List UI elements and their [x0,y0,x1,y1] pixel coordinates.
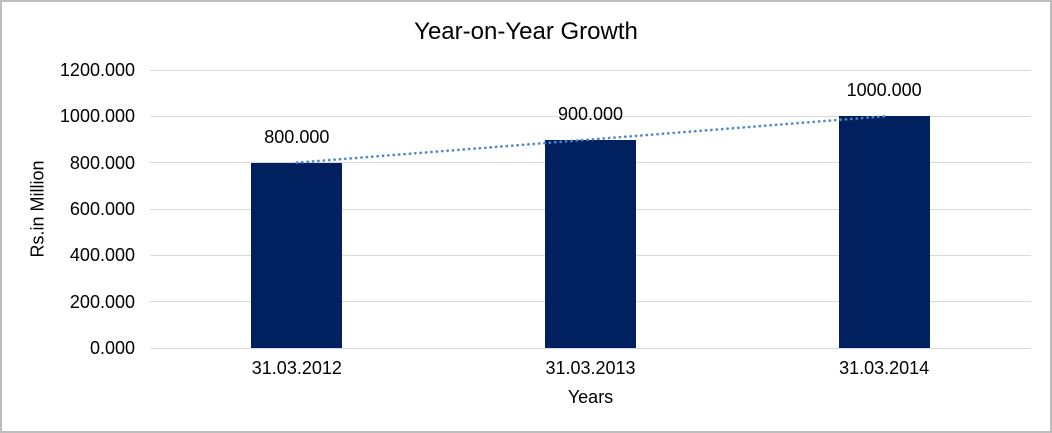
bar-data-label: 900.000 [557,103,624,124]
gridline [150,115,1031,117]
bar-data-label: 800.000 [264,126,330,147]
y-tick-label: 400.000 [69,245,135,266]
gridline [150,347,1031,349]
y-tick-label: 1000.000 [59,106,135,127]
y-tick-label: 800.000 [69,152,135,173]
trendline [295,114,886,165]
x-tick-label: 31.03.2013 [545,358,636,378]
bar [251,162,343,348]
gridline [150,69,1031,71]
chart-title: Year-on-Year Growth [414,18,638,45]
x-tick-label: 31.03.2012 [251,358,342,378]
trendline-svg [295,114,886,165]
y-tick-label: 1200.000 [59,60,135,80]
y-tick-label: 600.000 [69,199,135,219]
bar [545,139,636,348]
y-tick-label: 200.000 [69,291,135,312]
bar-data-label: 1000.000 [846,80,922,101]
y-tick-label: 0.000 [89,338,135,358]
x-axis-title: Years [567,387,614,407]
x-tick-label: 31.03.2014 [839,358,930,378]
bar [838,116,930,348]
